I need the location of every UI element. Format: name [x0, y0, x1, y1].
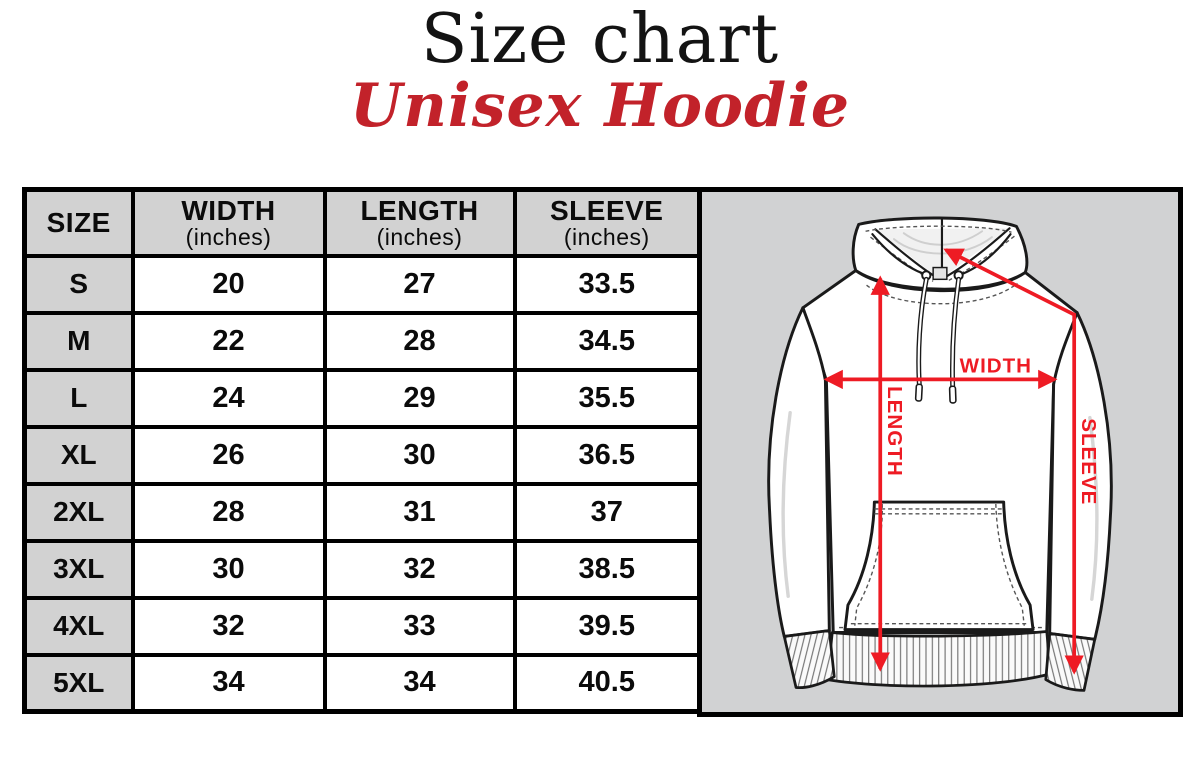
hoodie-diagram-panel: WIDTH LENGTH SLEEVE: [697, 187, 1183, 717]
width-cell: 20: [130, 253, 327, 315]
table-row: M 22 28 34.5: [22, 310, 702, 372]
col-header-width: WIDTH (inches): [130, 187, 327, 258]
width-cell: 34: [130, 652, 327, 714]
sleeve-cell: 38.5: [512, 538, 702, 600]
hoodie-left-sleeve: [767, 306, 836, 690]
size-cell: 5XL: [22, 652, 135, 714]
size-cell: L: [22, 367, 135, 429]
measurement-arrows: WIDTH LENGTH SLEEVE: [823, 248, 1100, 675]
header: Size chart Unisex Hoodie: [0, 0, 1200, 141]
sleeve-cell: 37: [512, 481, 702, 543]
sleeve-arrow-label: SLEEVE: [1077, 418, 1100, 505]
width-cell: 32: [130, 595, 327, 657]
sleeve-cell: 39.5: [512, 595, 702, 657]
col-header-sleeve-unit: (inches): [563, 224, 650, 251]
table-row: XL 26 30 36.5: [22, 424, 702, 486]
width-cell: 30: [130, 538, 327, 600]
table-row: S 20 27 33.5: [22, 253, 702, 315]
width-cell: 28: [130, 481, 327, 543]
table-row: 4XL 32 33 39.5: [22, 595, 702, 657]
col-header-width-unit: (inches): [185, 224, 272, 251]
sleeve-cell: 36.5: [512, 424, 702, 486]
table-header-row: SIZE WIDTH (inches) LENGTH (inches) SLEE…: [22, 187, 702, 258]
col-header-length: LENGTH (inches): [322, 187, 517, 258]
sleeve-cell: 33.5: [512, 253, 702, 315]
sleeve-cell: 34.5: [512, 310, 702, 372]
length-cell: 27: [322, 253, 517, 315]
hoodie-pocket: [843, 500, 1035, 632]
length-cell: 32: [322, 538, 517, 600]
width-arrow-label: WIDTH: [960, 355, 1032, 378]
hoodie-right-cuff: [1044, 632, 1097, 692]
col-header-sleeve-label: SLEEVE: [550, 194, 664, 226]
col-header-width-label: WIDTH: [181, 194, 276, 226]
col-header-sleeve: SLEEVE (inches): [512, 187, 702, 258]
hoodie-waistband: [825, 630, 1053, 688]
table-row: L 24 29 35.5: [22, 367, 702, 429]
sleeve-cell: 35.5: [512, 367, 702, 429]
sleeve-arrow: [943, 248, 1084, 675]
length-cell: 30: [322, 424, 517, 486]
size-cell: 3XL: [22, 538, 135, 600]
size-cell: 2XL: [22, 481, 135, 543]
hoodie-left-cuff: [782, 629, 836, 690]
col-header-size: SIZE: [22, 187, 135, 258]
table-row: 5XL 34 34 40.5: [22, 652, 702, 714]
size-cell: M: [22, 310, 135, 372]
length-cell: 33: [322, 595, 517, 657]
table-row: 2XL 28 31 37: [22, 481, 702, 543]
col-header-length-unit: (inches): [376, 224, 463, 251]
col-header-size-label: SIZE: [46, 207, 111, 239]
col-header-length-label: LENGTH: [360, 194, 479, 226]
table-row: 3XL 30 32 38.5: [22, 538, 702, 600]
width-cell: 26: [130, 424, 327, 486]
sleeve-cell: 40.5: [512, 652, 702, 714]
width-cell: 22: [130, 310, 327, 372]
size-cell: 4XL: [22, 595, 135, 657]
width-cell: 24: [130, 367, 327, 429]
hoodie-illustration: WIDTH LENGTH SLEEVE: [767, 216, 1113, 692]
size-cell: XL: [22, 424, 135, 486]
length-cell: 29: [322, 367, 517, 429]
page-subtitle: Unisex Hoodie: [349, 71, 850, 141]
length-cell: 31: [322, 481, 517, 543]
length-cell: 28: [322, 310, 517, 372]
size-cell: S: [22, 253, 135, 315]
page-title: Size chart: [420, 0, 780, 79]
length-cell: 34: [322, 652, 517, 714]
length-arrow-label: LENGTH: [883, 386, 906, 477]
size-table: SIZE WIDTH (inches) LENGTH (inches) SLEE…: [22, 187, 702, 714]
